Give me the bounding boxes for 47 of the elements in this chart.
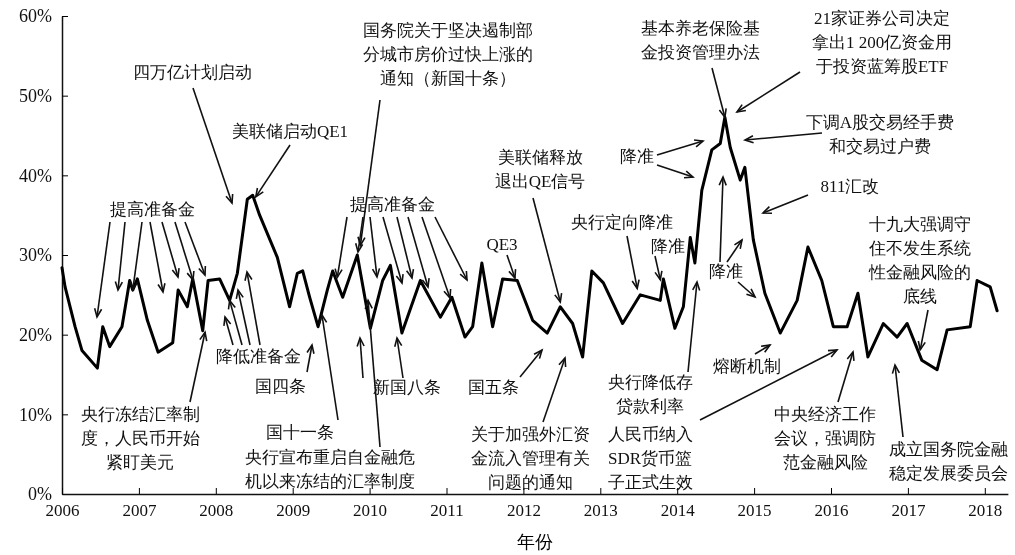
annotation: 降准 — [709, 262, 743, 281]
annotation: 中央经济工作会议，强调防范金融风险 — [774, 405, 876, 472]
x-tick-label: 2016 — [814, 501, 849, 521]
y-tick-label: 50% — [19, 85, 52, 106]
annotation: 国务院关于坚决遏制部分城市房价过快上涨的通知（新国十条） — [363, 21, 533, 88]
annotation: 美联储释放退出QE信号 — [494, 148, 586, 191]
y-tick-label: 60% — [19, 6, 52, 27]
x-axis-title: 年份 — [516, 532, 553, 552]
annotation: 关于加强外汇资金流入管理有关问题的通知 — [470, 425, 590, 492]
x-tick-label: 2017 — [891, 501, 926, 521]
annotation: 国四条 — [254, 377, 306, 396]
annotation: 央行降低存贷款利率 — [607, 373, 693, 416]
x-tick-label: 2009 — [276, 501, 311, 521]
x-tick-label: 2008 — [199, 501, 234, 521]
x-tick-label: 2015 — [737, 501, 772, 521]
x-tick-label: 2013 — [583, 501, 618, 521]
annotation: 央行冻结汇率制度，人民币开始紧盯美元 — [80, 405, 200, 472]
y-tick-label: 30% — [19, 245, 52, 266]
x-tick-label: 2012 — [506, 501, 541, 521]
y-tick-label: 10% — [19, 404, 52, 425]
annotation: 降准 — [651, 237, 685, 256]
annotation: 降低准备金 — [215, 347, 301, 366]
annotation: 四万亿计划启动 — [132, 63, 252, 82]
annotation: 国五条 — [467, 378, 519, 397]
annotation: QE3 — [486, 235, 518, 254]
y-tick-label: 20% — [19, 324, 52, 345]
annotation: 基本养老保险基金投资管理办法 — [640, 19, 760, 62]
x-tick-label: 2011 — [430, 501, 464, 521]
annotation: 提高准备金 — [349, 195, 435, 214]
annotation: 央行定向降准 — [571, 213, 673, 232]
annotation: 降准 — [620, 147, 654, 166]
annotation: 美联储启动QE1 — [231, 122, 349, 141]
annotation: 人民币纳入SDR货币篮子正式生效 — [607, 425, 693, 492]
annotation: 提高准备金 — [109, 200, 195, 219]
annotation: 下调A股交易经手费和交易过户费 — [805, 113, 955, 156]
annotation: 央行宣布重启自金融危机以来冻结的汇率制度 — [245, 448, 415, 491]
annotation: 21家证券公司决定拿出1 200亿资金用于投资蓝筹股ETF — [811, 9, 953, 76]
annotation: 811汇改 — [820, 177, 880, 196]
y-tick-label: 40% — [19, 165, 52, 186]
annotation: 国十一条 — [266, 423, 334, 442]
annotation: 成立国务院金融稳定发展委员会 — [888, 440, 1008, 483]
x-tick-label: 2010 — [353, 501, 388, 521]
x-tick-label: 2014 — [660, 501, 696, 521]
x-tick-label: 2007 — [122, 501, 157, 521]
annotation: 十九大强调守住不发生系统性金融风险的底线 — [868, 215, 971, 306]
x-tick-label: 2018 — [968, 501, 1003, 521]
annotation: 熔断机制 — [713, 357, 781, 376]
